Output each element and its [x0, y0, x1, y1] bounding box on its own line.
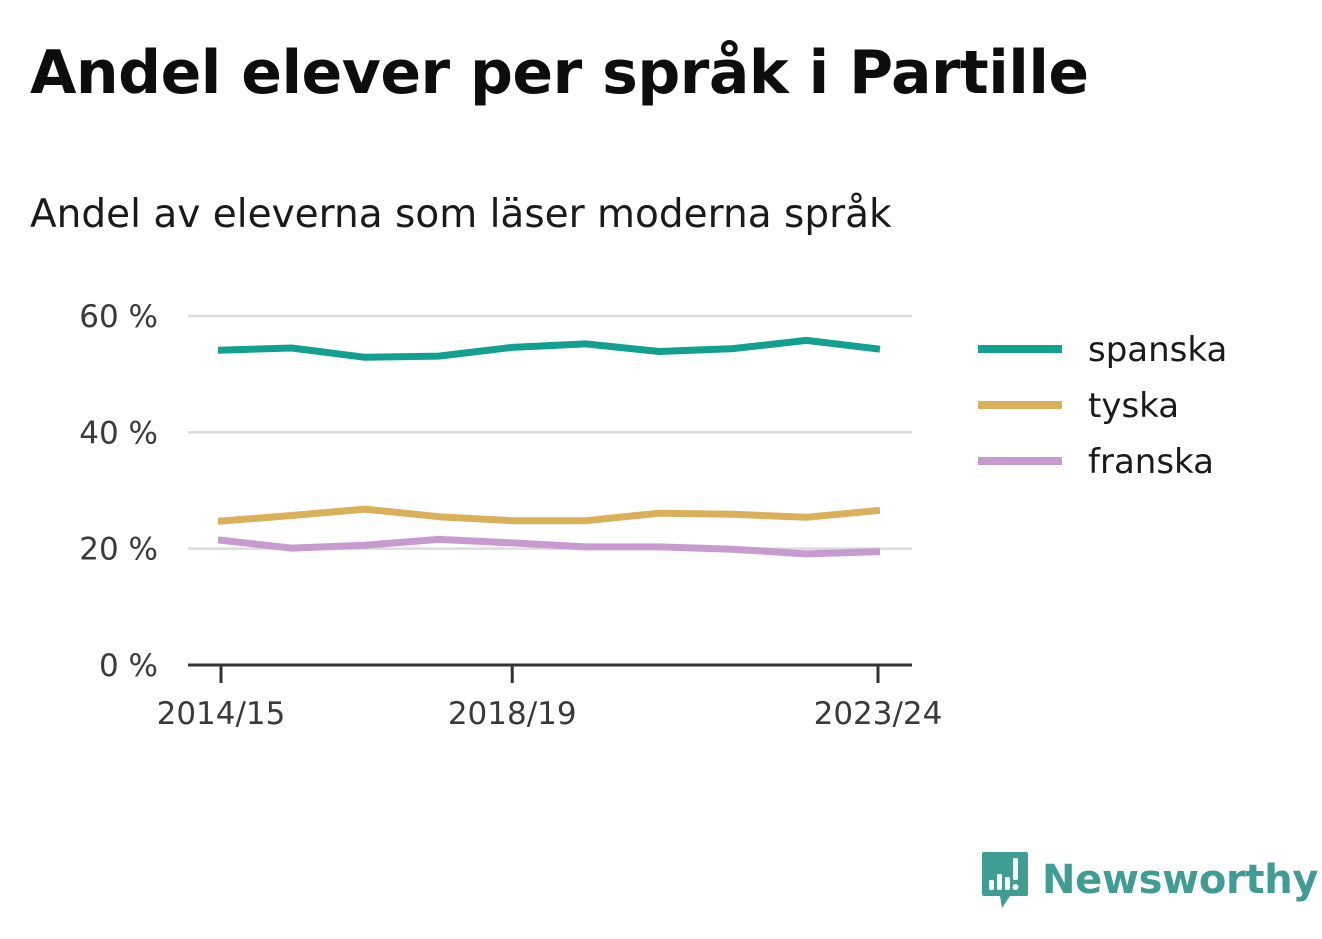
brand-logo: Newsworthy	[980, 850, 1319, 910]
legend-label-franska: franska	[1088, 442, 1214, 482]
y-axis-ticks: 0 % 20 % 40 % 60 %	[79, 299, 158, 684]
series-lines	[217, 336, 881, 558]
legend-label-tyska: tyska	[1088, 386, 1179, 426]
x-tick-label: 2023/24	[814, 696, 943, 732]
legend: spanska tyska franska	[978, 330, 1227, 482]
y-tick-label: 0 %	[99, 648, 158, 684]
series-line-franska	[217, 535, 881, 558]
series-line-spanska	[217, 336, 881, 361]
x-axis: 2014/15 2018/19 2023/24	[157, 663, 943, 732]
newsworthy-logo-icon	[982, 852, 1028, 908]
y-tick-label: 20 %	[79, 532, 158, 568]
chart-subtitle: Andel av eleverna som läser moderna språ…	[30, 192, 892, 237]
x-tick-label: 2014/15	[157, 696, 286, 732]
x-tick-label: 2018/19	[448, 696, 577, 732]
y-tick-label: 40 %	[79, 415, 158, 451]
series-line-tyska	[217, 505, 881, 525]
brand-name: Newsworthy	[1042, 857, 1319, 903]
chart-title: Andel elever per språk i Partille	[30, 38, 1089, 108]
legend-label-spanska: spanska	[1088, 330, 1227, 370]
y-tick-label: 60 %	[79, 299, 158, 335]
